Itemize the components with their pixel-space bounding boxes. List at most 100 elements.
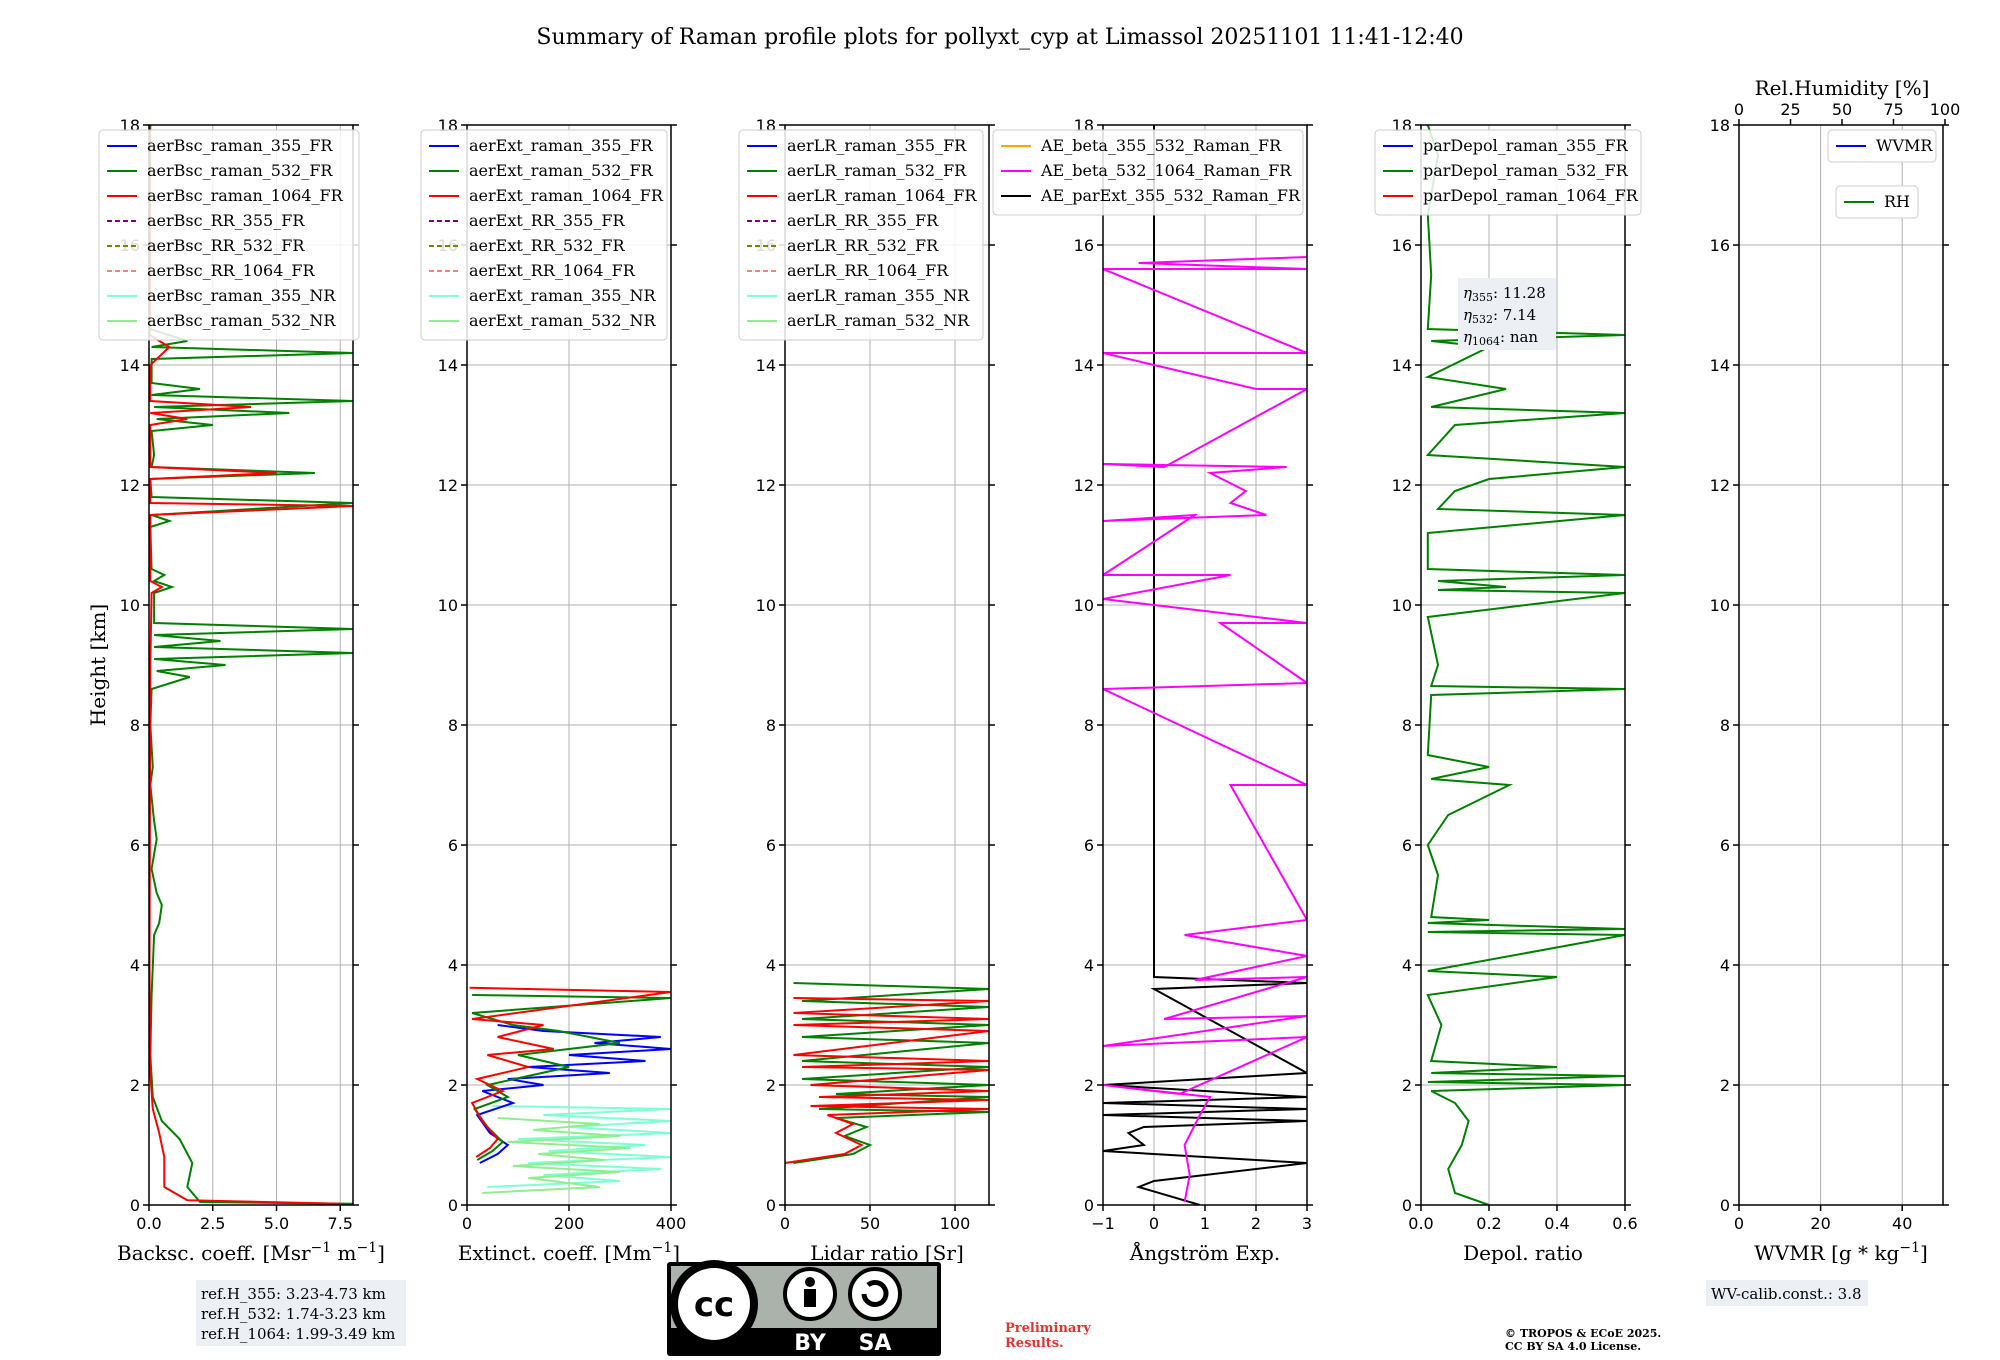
y-tick-label: 10 — [1074, 596, 1094, 615]
x-axis-label-part: Depol. ratio — [1463, 1241, 1583, 1265]
legend-label: aerExt_RR_1064_FR — [469, 261, 636, 280]
legend-label: aerBsc_raman_355_FR — [147, 136, 333, 155]
top-x-tick-label: 50 — [1832, 100, 1852, 119]
y-tick-label: 12 — [120, 476, 140, 495]
legend-label: aerLR_raman_355_FR — [787, 136, 967, 155]
y-tick-label: 14 — [1074, 356, 1094, 375]
legend-label: aerLR_raman_355_NR — [787, 286, 970, 305]
legend-label: aerExt_raman_1064_FR — [469, 186, 664, 205]
x-tick-label: 40 — [1892, 1214, 1912, 1233]
preliminary-label-line2: Results. — [1005, 1336, 1064, 1351]
x-tick-label: 3 — [1302, 1214, 1312, 1233]
legend-label: aerExt_raman_532_FR — [469, 161, 654, 180]
legend-label: aerExt_RR_355_FR — [469, 211, 626, 230]
sa-share-icon — [848, 1267, 902, 1321]
by-person-head — [805, 1277, 815, 1287]
x-axis-label: Ångström Exp. — [1129, 1240, 1280, 1265]
preliminary-label-line1: Preliminary — [1005, 1321, 1091, 1336]
y-tick-label: 0 — [1402, 1196, 1412, 1215]
axes-frame — [784, 124, 990, 1206]
top-x-tick-label: 0 — [1734, 100, 1744, 119]
legend-frame — [1374, 129, 1642, 216]
x-axis-label: Extinct. coeff. [Mm−1] — [458, 1240, 680, 1265]
top-x-tick-label: 25 — [1780, 100, 1800, 119]
y-tick-label: 6 — [130, 836, 140, 855]
y-tick-label: 4 — [448, 956, 458, 975]
ref-height-532: ref.H_532: 1.74-3.23 km — [201, 1305, 386, 1323]
series-aerLR_raman_1064_FR — [785, 997, 989, 1164]
top-axis-label: Rel.Humidity [%] — [1755, 76, 1930, 100]
series-aerExt_raman_1064_FR — [469, 986, 671, 1158]
x-tick-label: 2.5 — [200, 1214, 225, 1233]
y-tick-label: 2 — [1084, 1076, 1094, 1095]
chart-title: Summary of Raman profile plots for polly… — [536, 25, 1463, 50]
y-tick-label: 16 — [1392, 236, 1412, 255]
x-axis-label-sup: −1 — [357, 1240, 378, 1256]
y-tick-label: 8 — [130, 716, 140, 735]
eta-annotation-line: η1064: nan — [1463, 328, 1538, 348]
ref-heights-background — [196, 1280, 406, 1346]
x-axis-label-sup: −1 — [652, 1240, 673, 1256]
x-axis-label-part: Ångström Exp. — [1129, 1240, 1280, 1265]
y-tick-label: 10 — [756, 596, 776, 615]
x-tick-label: 0.2 — [1476, 1214, 1501, 1233]
y-tick-label: 14 — [756, 356, 776, 375]
panel-extinction: 0200400024681012141618Extinct. coeff. [M… — [420, 116, 686, 1265]
legend-label: parDepol_raman_355_FR — [1423, 136, 1629, 155]
wv-calib-box: WV-calib.const.: 3.8 — [1706, 1280, 1868, 1306]
legend-label: aerBsc_raman_532_FR — [147, 161, 333, 180]
legend-extinction: aerExt_raman_355_FR aerExt_raman_532_FRae… — [420, 129, 668, 341]
x-tick-label: 200 — [554, 1214, 585, 1233]
y-tick-label: 6 — [1402, 836, 1412, 855]
x-axis-label-part: ] — [1920, 1241, 1928, 1265]
x-axis-label-part: Backsc. coeff. [Msr — [117, 1241, 311, 1265]
legend-label: WVMR — [1876, 136, 1933, 155]
y-tick-label: 0 — [130, 1196, 140, 1215]
eta-subscript: 532 — [1472, 313, 1493, 326]
legend-label: aerExt_raman_355_FR — [469, 136, 654, 155]
series-aerBsc_raman_1064_FR — [149, 125, 353, 1205]
wv-calib-background — [1706, 1280, 1868, 1306]
legend-frame — [1835, 185, 1919, 219]
x-tick-label: 0.4 — [1544, 1214, 1569, 1233]
legend-label: aerLR_RR_532_FR — [787, 236, 939, 255]
legend-frame — [1827, 129, 1937, 163]
y-tick-label: 8 — [448, 716, 458, 735]
y-tick-label: 14 — [1392, 356, 1412, 375]
x-axis-label-part: Extinct. coeff. [Mm — [458, 1241, 652, 1265]
legend-frame — [992, 129, 1304, 216]
x-tick-label: 0.6 — [1612, 1214, 1637, 1233]
eta-annotation-background — [1458, 278, 1556, 350]
y-tick-label: 12 — [1392, 476, 1412, 495]
series-AE_beta_532_1064_Raman_FR — [1103, 256, 1307, 1203]
x-axis-label: WVMR [g * kg−1] — [1754, 1240, 1928, 1265]
y-tick-label: 2 — [130, 1076, 140, 1095]
series-AE_parExt_355_532_Raman_FR — [1103, 125, 1307, 1205]
y-tick-label: 18 — [1710, 116, 1730, 135]
panel-backscatter: 0.02.55.07.5024681012141618Backsc. coeff… — [98, 116, 385, 1265]
x-axis-label-part: ] — [672, 1241, 680, 1265]
x-tick-label: 0 — [780, 1214, 790, 1233]
y-tick-label: 2 — [766, 1076, 776, 1095]
legend-label: aerBsc_RR_1064_FR — [147, 261, 316, 280]
legend-label: aerBsc_RR_355_FR — [147, 211, 305, 230]
x-tick-label: 0 — [1734, 1214, 1744, 1233]
x-tick-label: 7.5 — [328, 1214, 353, 1233]
eta-subscript: 1064 — [1472, 335, 1500, 348]
x-axis-label-sup: −1 — [1899, 1240, 1920, 1256]
legend-backscatter: aerBsc_raman_355_FR aerBsc_raman_532_FRae… — [98, 129, 360, 341]
y-tick-label: 10 — [1710, 596, 1730, 615]
legend-label: aerExt_raman_532_NR — [469, 311, 657, 330]
copyright-line1: © TROPOS & ECoE 2025. — [1505, 1327, 1661, 1340]
x-axis-label: Lidar ratio [Sr] — [810, 1241, 964, 1265]
y-tick-label: 14 — [438, 356, 458, 375]
x-axis-label-part: m — [331, 1241, 356, 1265]
x-tick-label: 0 — [1149, 1214, 1159, 1233]
y-tick-label: 12 — [756, 476, 776, 495]
y-tick-label: 4 — [1084, 956, 1094, 975]
legend-frame — [420, 129, 668, 341]
x-axis-label-part: WVMR [g * kg — [1754, 1241, 1899, 1265]
y-tick-label: 2 — [1402, 1076, 1412, 1095]
panel-lidar_ratio: 050100024681012141618Lidar ratio [Sr]aer… — [738, 116, 995, 1265]
